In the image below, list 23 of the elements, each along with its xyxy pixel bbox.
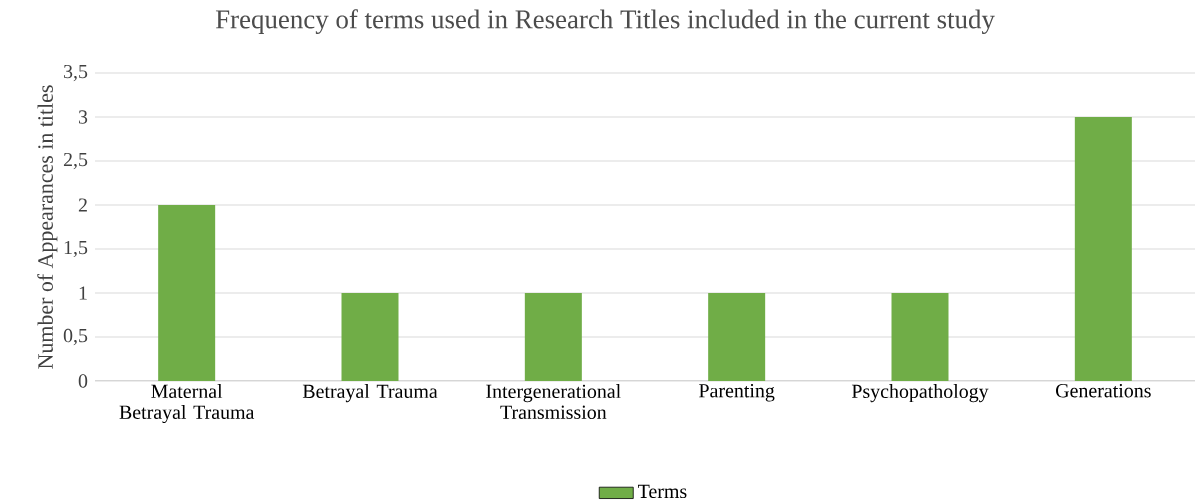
- y-tick-label: 3: [78, 110, 88, 124]
- y-tick-label: 3,5: [64, 64, 88, 82]
- y-tick-label: 1: [79, 286, 87, 300]
- y-tick-label: 1,5: [64, 240, 88, 258]
- chart-title: Frequency of terms used in Research Titles included in the current study: [215, 9, 995, 35]
- legend-label: Terms: [638, 484, 687, 499]
- x-tick-label: Generations: [1056, 384, 1151, 398]
- y-axis-title: Number of Appearances in titles: [37, 85, 58, 369]
- x-tick-label: Psychopathology: [851, 384, 989, 403]
- x-tick-label: Parenting: [699, 384, 775, 402]
- bar: [158, 205, 216, 381]
- y-tick-label: 2,5: [63, 152, 88, 170]
- x-tick-label: Maternal Betrayal Trauma: [119, 384, 255, 424]
- x-tick-label: Intergenerational Transmission: [486, 384, 621, 419]
- y-tick-label: 0: [78, 374, 88, 388]
- bar: [891, 293, 949, 381]
- bar: [708, 293, 766, 381]
- bar: [524, 293, 582, 381]
- x-tick-label: Betrayal Trauma: [302, 384, 438, 403]
- bar: [341, 293, 399, 381]
- y-tick-label: 2: [78, 198, 87, 212]
- y-tick-label: 0,5: [63, 328, 88, 346]
- bar: [1074, 117, 1132, 381]
